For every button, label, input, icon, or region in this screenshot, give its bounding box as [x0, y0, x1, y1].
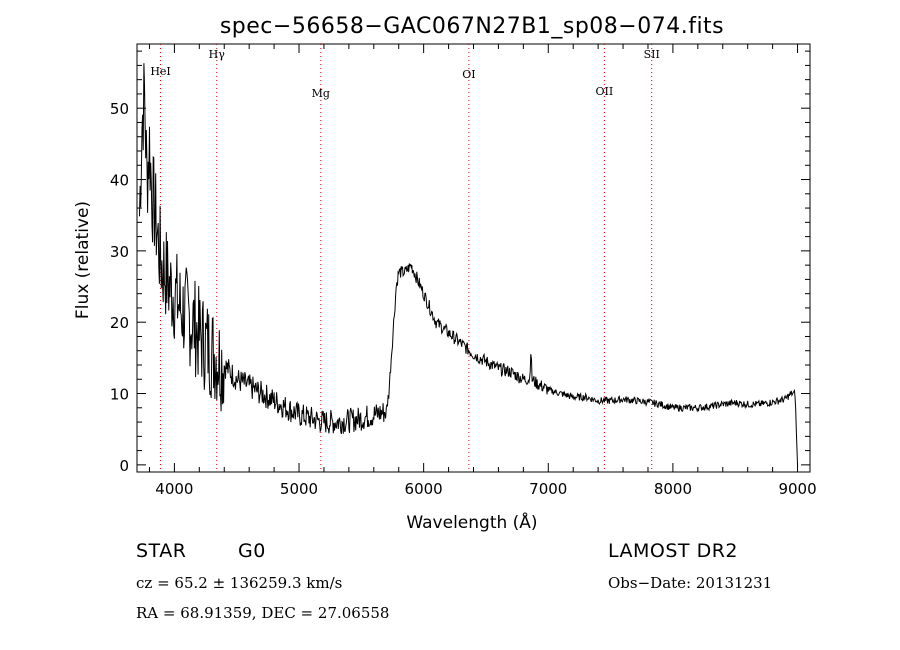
x-tick-label: 7000	[529, 480, 567, 498]
y-tick-label: 30	[110, 243, 129, 261]
chart-title: spec−56658−GAC067N27B1_sp08−074.fits	[220, 14, 724, 39]
y-tick-label: 0	[119, 457, 129, 475]
coordinates: RA = 68.91359, DEC = 27.06558	[136, 604, 390, 622]
x-tick-label: 8000	[654, 480, 692, 498]
redshift-cz: cz = 65.2 ± 136259.3 km/s	[136, 574, 343, 592]
spectral-line-label: OI	[462, 68, 475, 81]
spectral-line-markers: HeI Hγ Mg OI OII SII	[150, 44, 660, 472]
spectral-line-label: Hγ	[209, 48, 226, 61]
x-tick-label: 5000	[280, 480, 318, 498]
survey-name: LAMOST DR2	[608, 540, 738, 562]
spectral-line-label: HeI	[150, 65, 170, 78]
y-tick-label: 20	[110, 314, 129, 332]
spectral-line-label: SII	[644, 48, 660, 61]
spectral-subclass: G0	[238, 540, 266, 562]
observation-date: Obs−Date: 20131231	[608, 574, 773, 592]
y-tick-label: 40	[110, 172, 129, 190]
x-tick-label: 9000	[778, 480, 816, 498]
spectral-line-label: OII	[596, 85, 614, 98]
y-axis-label: Flux (relative)	[73, 201, 93, 319]
x-axis-label: Wavelength (Å)	[406, 511, 537, 533]
spectral-line-label: Mg	[312, 87, 330, 100]
x-tick-label: 6000	[405, 480, 443, 498]
spectrum-series	[139, 63, 798, 465]
plot-axes: 4000 5000 6000 7000 8000 9000 0 10 20 30 40 50	[110, 43, 817, 498]
object-type: STAR	[136, 540, 187, 562]
y-tick-label: 50	[110, 100, 129, 118]
y-tick-label: 10	[110, 386, 129, 404]
x-tick-label: 4000	[155, 480, 193, 498]
